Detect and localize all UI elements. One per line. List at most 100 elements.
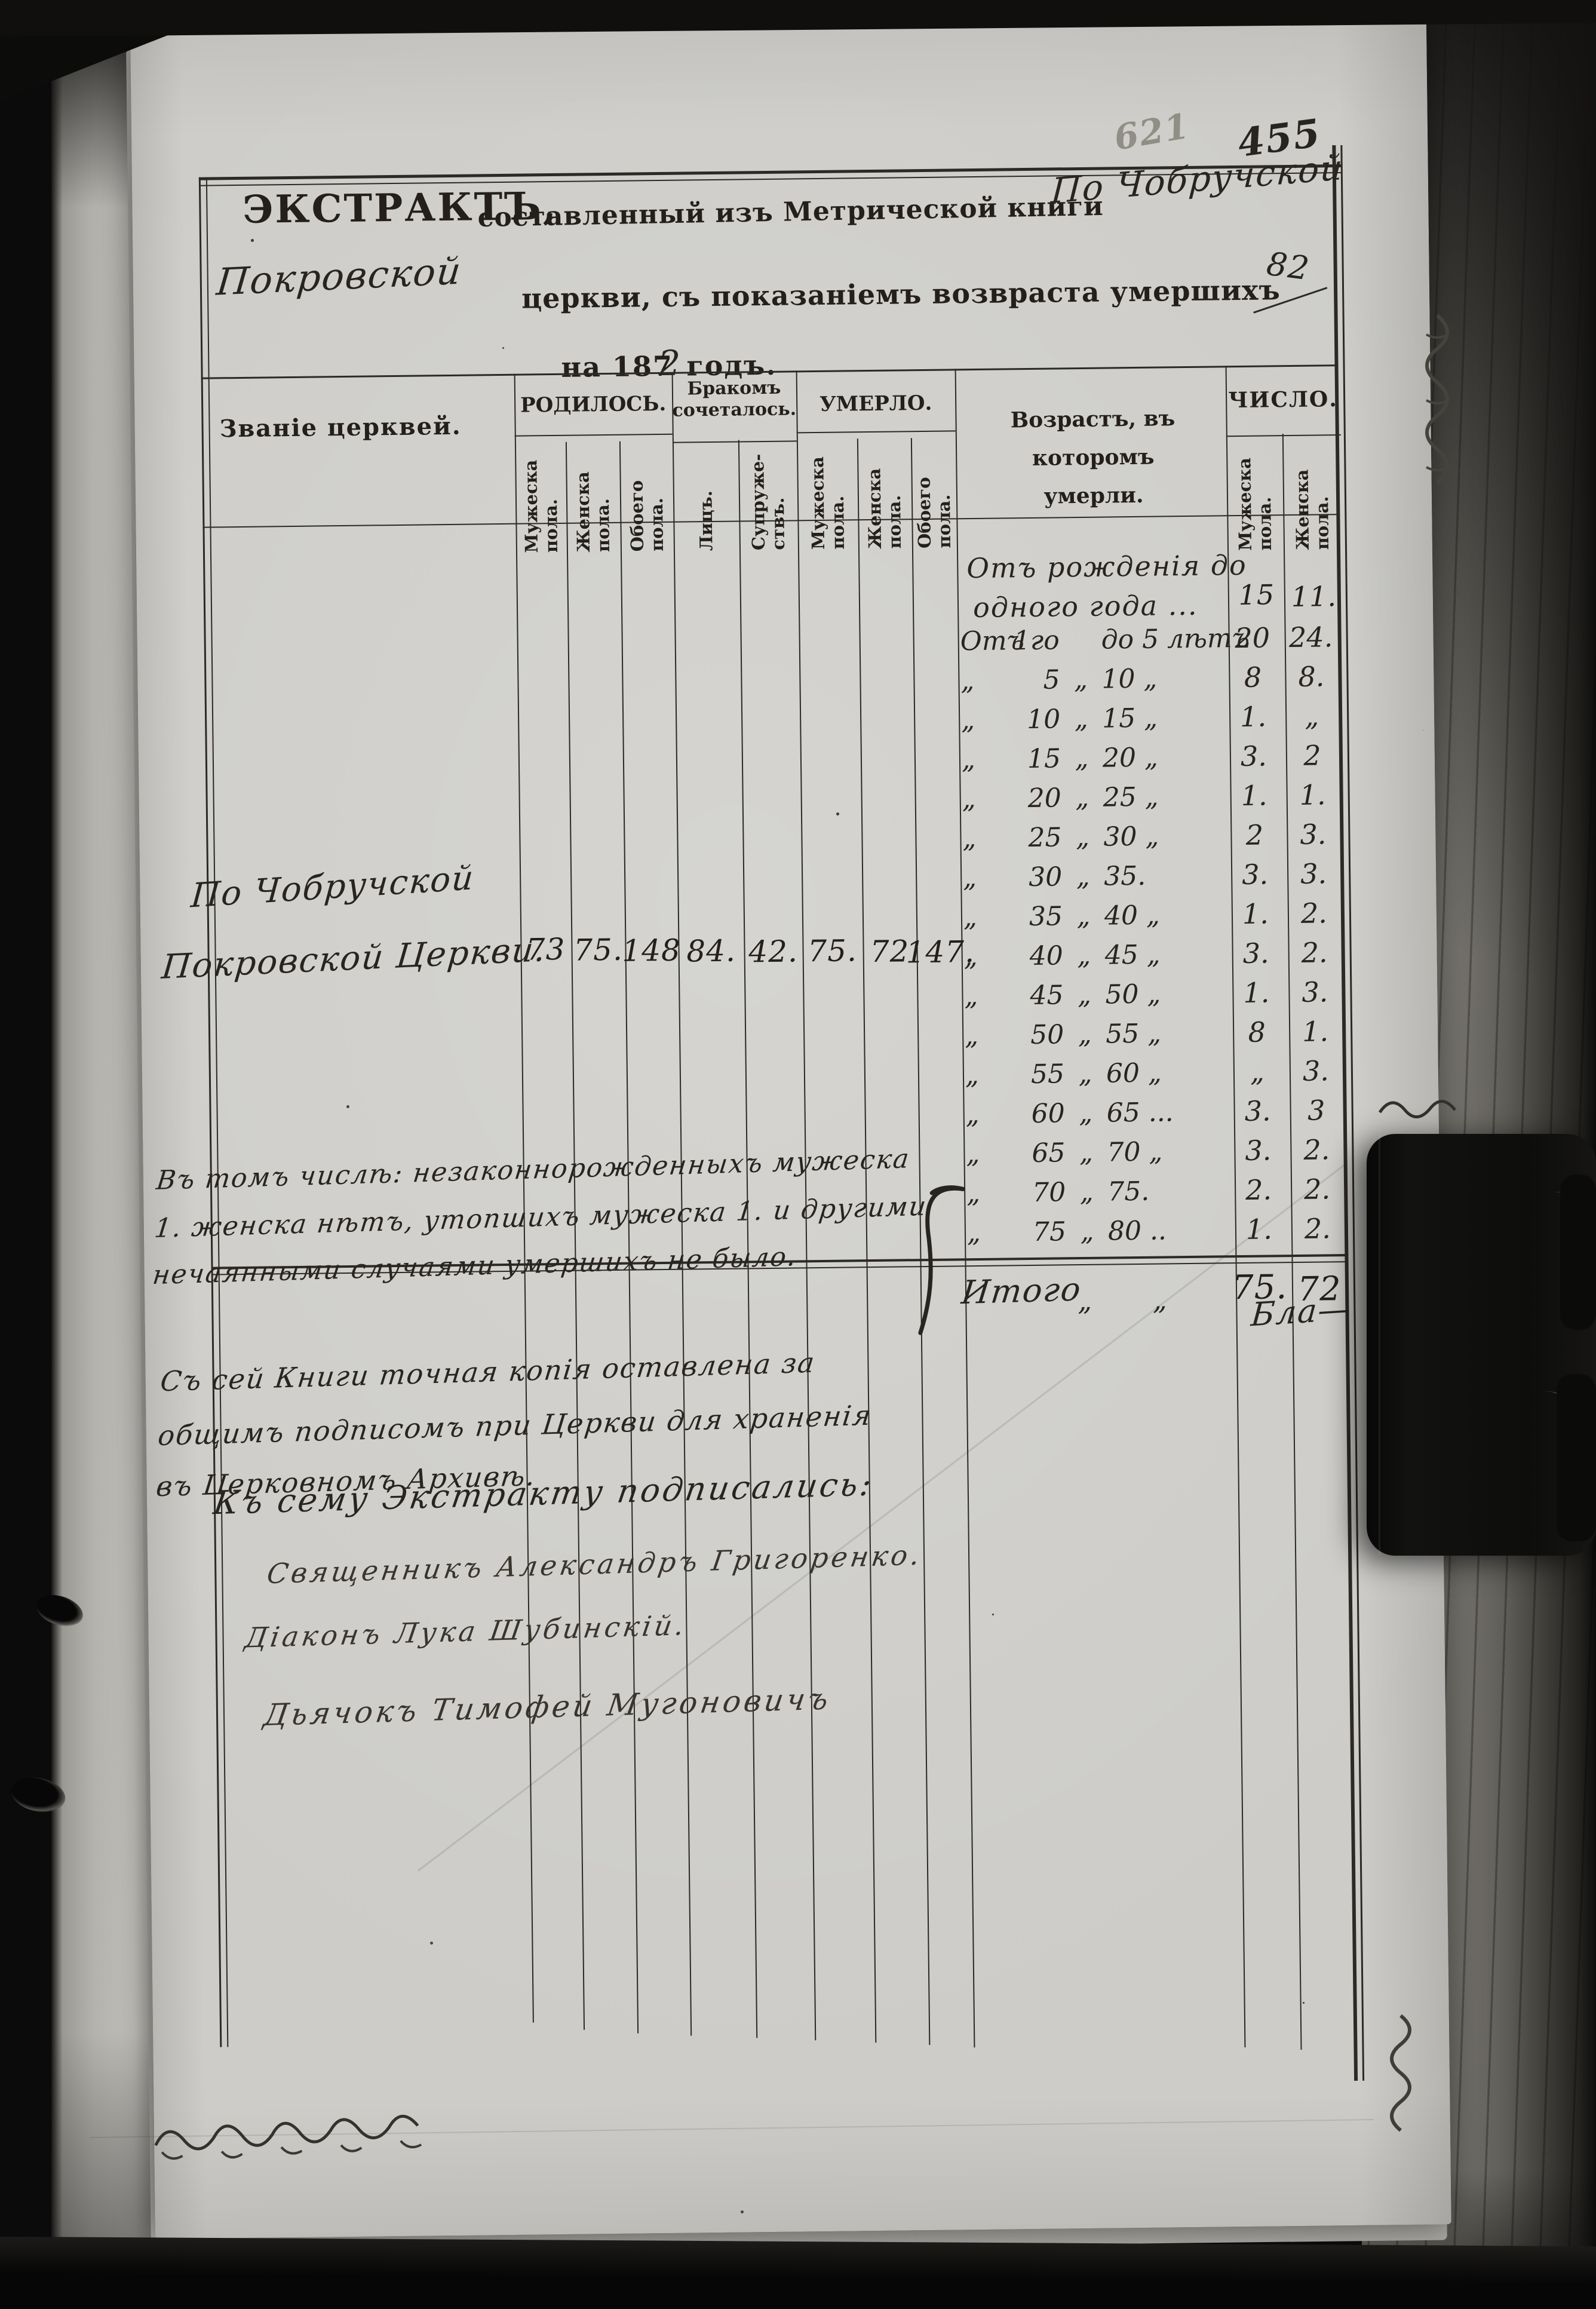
age-to: 80 ..: [1107, 1215, 1167, 1247]
sub-brakom-marriages: Супруже- ствъ.: [738, 439, 798, 550]
sub-umerlo-female: Женска пола.: [857, 438, 912, 550]
age-ditto-mid: „: [1078, 1097, 1093, 1129]
age-ditto-left: „: [961, 744, 976, 775]
age-to: 60 „: [1106, 1057, 1162, 1089]
age-to: 65 ...: [1106, 1096, 1174, 1129]
age-ditto-mid: „: [1077, 979, 1092, 1010]
age-ditto-left: „: [966, 1178, 981, 1209]
vertical-label: Мужеска пола.: [806, 456, 848, 550]
age-from: 15: [1027, 743, 1061, 774]
age-to: до 5 лѣтъ: [1101, 623, 1250, 655]
copy-line1: Съ сей Книги точная копія оставлена за: [158, 1346, 818, 1398]
header-group-chislo: ЧИСЛО.: [1228, 387, 1339, 413]
sub-chislo-male: Мужеска пола.: [1226, 434, 1284, 551]
age-ditto-left: „: [966, 1217, 981, 1248]
age-ditto-left: „: [964, 980, 978, 1011]
age-row: „ 65 „ 70 „ 3. 2.: [966, 1130, 1353, 1173]
age-to: 35.: [1103, 860, 1146, 892]
itogo-label: Итого: [959, 1270, 1084, 1312]
title-year-digit-handwritten: 2: [658, 342, 682, 384]
age-first-male: 15: [1238, 578, 1275, 612]
copy-margin-note: Бла—: [1250, 1289, 1353, 1334]
age-count-male: 1.: [1239, 700, 1267, 733]
age-from: 45: [1030, 979, 1064, 1011]
dust-specks: [251, 239, 254, 242]
col-line: [565, 441, 585, 2030]
header-group-rodilos: РОДИЛОСЬ.: [520, 391, 667, 418]
title-handwritten-church-district: По Чобручской: [1049, 146, 1345, 211]
ornament-bottom-left: [154, 2114, 422, 2160]
age-count-female: 2.: [1300, 897, 1328, 930]
signature-deacon: Діаконъ Лука Шубинскій.: [243, 1609, 689, 1654]
age-ditto-left: Отъ: [960, 625, 1025, 657]
age-row: „ 35 „ 40 „ 1. 2.: [963, 893, 1351, 937]
age-ditto-left: „: [962, 783, 976, 814]
age-ditto-mid: „: [1074, 703, 1088, 734]
age-from: 50: [1030, 1019, 1064, 1050]
church-name-line1: По Чобручской: [189, 858, 476, 916]
age-ditto-mid: „: [1080, 1216, 1094, 1247]
pencil-page-number: 621: [1111, 105, 1193, 158]
age-count-male: 8: [1244, 661, 1262, 694]
title-year-prefix: на 187: [561, 349, 674, 384]
age-count-female: 2: [1303, 739, 1321, 772]
age-to: 15 „: [1101, 703, 1158, 734]
age-to: 45 „: [1104, 939, 1161, 971]
age-ditto-mid: „: [1078, 1019, 1092, 1050]
age-count-male: 3.: [1242, 937, 1269, 970]
col-line: [738, 440, 758, 2038]
vertical-label: Женска пола.: [1291, 469, 1333, 550]
age-count-female: 3: [1307, 1094, 1325, 1127]
vertical-label: Лицъ.: [695, 490, 717, 551]
age-count-male: 8: [1248, 1016, 1266, 1048]
age-row: „ 25 „ 30 „ 2 3.: [962, 814, 1350, 858]
age-ditto-mid: „: [1079, 1137, 1094, 1168]
church-value-married-persons: 84.: [686, 933, 736, 969]
age-from: 65: [1032, 1137, 1066, 1169]
sub-brakom-persons: Лицъ.: [673, 440, 739, 551]
age-row: „ 20 „ 25 „ 1. 1.: [962, 775, 1349, 818]
header-zvanie: Званіе церквей.: [219, 412, 462, 443]
age-first-line2: одного года ...: [972, 588, 1198, 624]
age-rows-list: Отъ 1го до 5 лѣтъ 20 24. „ 5 „ 10 „ 8 8.: [960, 617, 1354, 1252]
clip-tab-top: [1560, 1175, 1596, 1330]
header-group-vozrast: Возрастъ, въ которомъ умерли.: [1010, 406, 1175, 509]
age-count-male: 2.: [1245, 1173, 1272, 1206]
age-to: 10 „: [1101, 663, 1158, 695]
church-value-died-male: 75.: [807, 933, 858, 969]
age-from: 75: [1032, 1216, 1067, 1247]
age-count-female: „: [1304, 700, 1319, 732]
sub-umerlo-both: Обоего пола.: [911, 437, 957, 548]
itogo-brace-flourish: [918, 1185, 965, 1335]
sub-umerlo-male: Мужеска пола.: [797, 439, 858, 550]
church-name-line2: Покровской Церкви.: [159, 930, 548, 987]
col-line: [619, 441, 639, 2034]
clip-tab-bottom: [1557, 1374, 1596, 1541]
ornament-above-clip: [1378, 1100, 1456, 1118]
col-line: [514, 373, 534, 2023]
note-line2: 1. женска нѣтъ, утопшихъ мужеска 1. и др…: [153, 1191, 929, 1244]
vertical-label: Супруже- ствъ.: [747, 453, 788, 551]
age-from: 20: [1027, 782, 1061, 814]
age-ditto-left: „: [965, 1099, 980, 1130]
age-from: 55: [1030, 1058, 1065, 1090]
title-printed-2: церкви, съ показаніемъ возвраста умерших…: [521, 274, 1281, 315]
age-from: 35: [1029, 900, 1063, 932]
itogo-dittos: „ „: [1077, 1283, 1168, 1317]
church-value-marriages: 42.: [748, 934, 799, 970]
age-to: 70 „: [1107, 1136, 1163, 1168]
age-from: 10: [1026, 703, 1061, 735]
ornament-right-bottom: [1390, 2014, 1411, 2132]
age-from: 25: [1028, 821, 1062, 853]
vertical-label: Мужеска пола.: [520, 459, 561, 553]
age-count-male: 3.: [1240, 740, 1267, 772]
age-ditto-mid: „: [1076, 861, 1090, 892]
age-to: 20 „: [1102, 742, 1159, 774]
signature-priest: Священникъ Александръ Григоренко.: [265, 1538, 925, 1590]
document-page: 621 455 82 ЭКСТРАКТЪ, составленный изъ М…: [130, 14, 1451, 2239]
title-printed-1: составленный изъ Метрической книги: [477, 191, 1104, 234]
age-count-female: 2.: [1303, 1133, 1330, 1166]
age-count-female: 1.: [1302, 1015, 1329, 1048]
age-count-male: 1.: [1243, 976, 1270, 1009]
